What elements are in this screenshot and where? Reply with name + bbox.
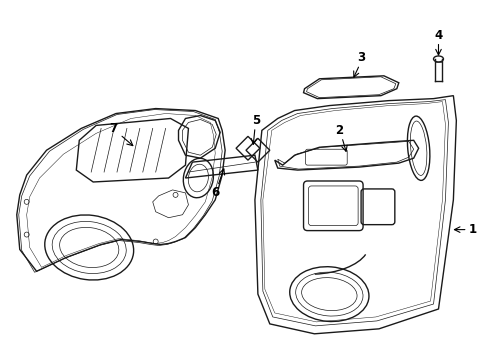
Text: 7: 7: [109, 122, 117, 135]
Text: 3: 3: [356, 51, 365, 64]
Text: 4: 4: [433, 29, 442, 42]
Text: 5: 5: [251, 114, 260, 127]
Text: 6: 6: [211, 186, 219, 199]
Text: 2: 2: [334, 124, 343, 137]
Text: 1: 1: [468, 223, 476, 236]
